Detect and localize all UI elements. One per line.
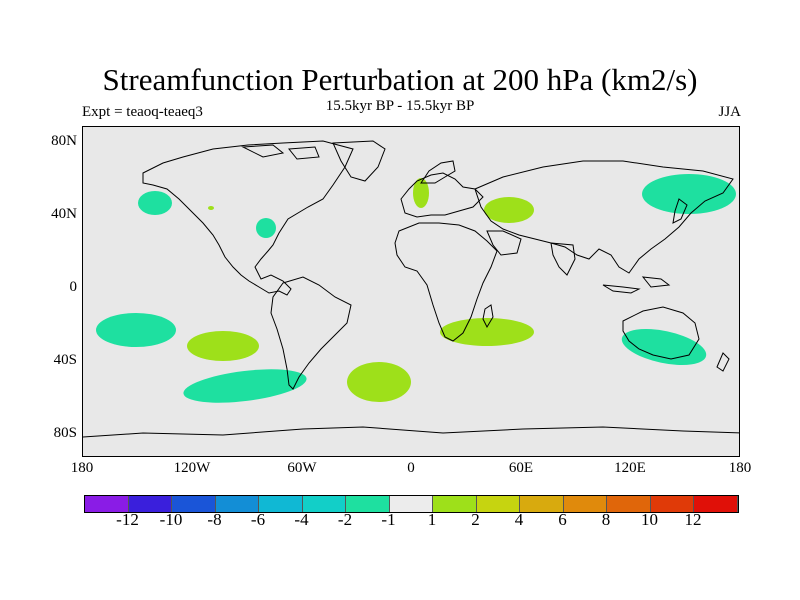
- world-map: [82, 126, 740, 457]
- colorbar-box: [520, 496, 564, 512]
- positive-anomaly-patch: [347, 362, 411, 402]
- colorbar-label: -8: [207, 510, 222, 529]
- colorbar-label: 8: [601, 510, 611, 529]
- chart-title: Streamfunction Perturbation at 200 hPa (…: [102, 62, 698, 97]
- lon-label: 180: [70, 460, 94, 476]
- positive-anomaly-patch: [440, 318, 534, 346]
- positive-anomaly-patch: [484, 197, 534, 223]
- lat-label: 80N: [51, 133, 77, 149]
- lon-label: 60E: [508, 460, 534, 476]
- colorbar-label: -12: [116, 510, 139, 529]
- colorbar-box: [476, 496, 520, 512]
- positive-anomaly-patch: [187, 331, 259, 361]
- colorbar-box: [694, 496, 738, 512]
- lon-label: 120E: [614, 460, 646, 476]
- colorbar: [84, 495, 739, 513]
- colorbar-box: [650, 496, 694, 512]
- colorbar-label: -4: [294, 510, 309, 529]
- colorbar-label: 2: [471, 510, 480, 529]
- colorbar-box: [85, 496, 129, 512]
- colorbar-box: [607, 496, 651, 512]
- colorbar-box: [563, 496, 607, 512]
- lon-label: 60W: [287, 460, 317, 476]
- colorbar-label: 12: [684, 510, 702, 529]
- positive-anomaly-patch: [413, 178, 429, 208]
- lon-label: 120W: [173, 460, 211, 476]
- experiment-label: Expt = teaoq-teaeq3: [82, 104, 203, 120]
- positive-anomaly-patch: [208, 206, 214, 210]
- season-label: JJA: [718, 104, 741, 120]
- lat-label: 0: [69, 279, 78, 295]
- colorbar-box: [215, 496, 259, 512]
- negative-anomaly-patch: [96, 313, 176, 347]
- colorbar-label: 6: [558, 510, 567, 529]
- negative-anomaly-patch: [621, 328, 707, 366]
- negative-anomaly-patch: [256, 218, 276, 238]
- negative-anomaly-patch: [642, 174, 736, 214]
- colorbar-label: 10: [641, 510, 658, 529]
- colorbar-box: [259, 496, 303, 512]
- period-label: 15.5kyr BP - 15.5kyr BP: [325, 98, 475, 114]
- negative-anomaly-patch: [183, 369, 307, 403]
- colorbar-box: [433, 496, 477, 512]
- colorbar-label: -6: [250, 510, 266, 529]
- colorbar-label: 1: [427, 510, 437, 529]
- colorbar-box: [389, 496, 433, 512]
- colorbar-label: 4: [514, 510, 524, 529]
- lat-label: 40N: [51, 206, 77, 222]
- map-svg: [83, 140, 739, 438]
- lon-label: 0: [407, 460, 415, 476]
- lat-label: 40S: [53, 352, 77, 368]
- colorbar-box: [346, 496, 390, 512]
- colorbar-label: -10: [159, 510, 183, 529]
- coastlines: [83, 140, 739, 438]
- negative-anomaly-patch: [138, 191, 172, 215]
- colorbar-label: -2: [337, 510, 353, 529]
- colorbar-label: -1: [381, 510, 396, 529]
- lon-label: 180: [728, 460, 752, 476]
- colorbar-box: [172, 496, 216, 512]
- anomaly-patches: [96, 174, 736, 403]
- colorbar-box: [302, 496, 346, 512]
- lat-label: 80S: [53, 425, 77, 441]
- colorbar-box: [128, 496, 172, 512]
